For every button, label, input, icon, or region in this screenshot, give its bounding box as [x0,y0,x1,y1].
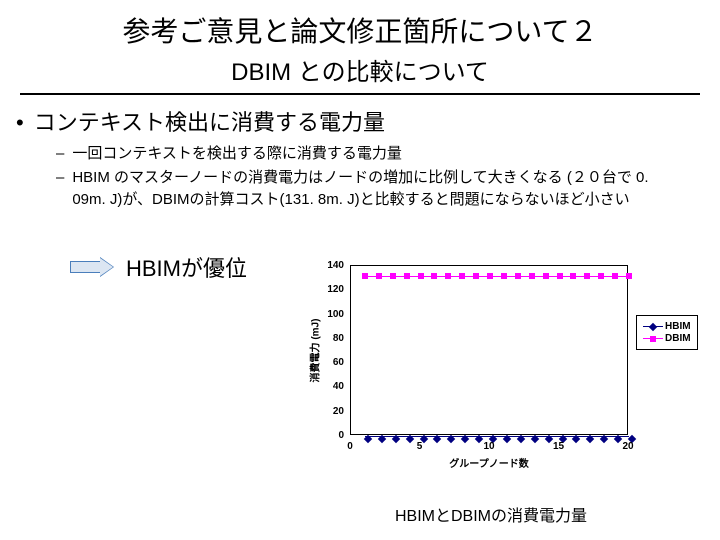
y-tick: 20 [300,406,344,417]
x-tick: 15 [553,441,564,452]
bullet-text: コンテキスト検出に消費する電力量 [34,109,385,137]
series-marker [376,273,382,279]
x-tick: 0 [347,441,353,452]
legend-item: HBIM [643,321,691,332]
y-tick: 80 [300,333,344,344]
series-marker [362,273,368,279]
divider [20,93,700,95]
y-tick: 120 [300,284,344,295]
y-tick: 40 [300,381,344,392]
arrow-icon [70,257,114,277]
series-marker [501,273,507,279]
legend-item: DBIM [643,333,691,344]
sub-title: DBIM との比較について [0,52,720,87]
series-marker [404,273,410,279]
bullet-dot: • [16,109,24,137]
power-chart: 消費電力 (mJ) グループノード数 HBIMDBIM 020406080100… [300,255,700,485]
sub-item: –HBIM のマスターノードの消費電力はノードの増加に比例して大きくなる (２０… [56,167,680,211]
series-marker [487,273,493,279]
series-marker [459,273,465,279]
x-tick: 10 [483,441,494,452]
conclusion-text: HBIMが優位 [126,251,247,283]
chart-caption: HBIMとDBIMの消費電力量 [395,502,587,526]
y-tick: 140 [300,260,344,271]
series-marker [543,273,549,279]
series-marker [431,273,437,279]
y-tick: 0 [300,430,344,441]
sub-list: –一回コンテキストを検出する際に消費する電力量–HBIM のマスターノードの消費… [0,143,720,211]
main-title: 参考ご意見と論文修正箇所について２ [0,10,720,50]
x-tick: 20 [622,441,633,452]
plot-area [350,265,628,435]
legend: HBIMDBIM [636,315,698,350]
series-marker [557,273,563,279]
x-tick: 5 [417,441,423,452]
series-marker [515,273,521,279]
series-marker [612,273,618,279]
bullet-item: • コンテキスト検出に消費する電力量 [0,105,720,143]
series-marker [598,273,604,279]
series-marker [584,273,590,279]
series-marker [570,273,576,279]
y-tick: 60 [300,357,344,368]
x-axis-title: グループノード数 [350,455,628,470]
series-marker [418,273,424,279]
series-marker [445,273,451,279]
series-marker [626,273,632,279]
sub-item: –一回コンテキストを検出する際に消費する電力量 [56,143,680,165]
y-tick: 100 [300,309,344,320]
series-marker [473,273,479,279]
series-marker [390,273,396,279]
series-marker [529,273,535,279]
